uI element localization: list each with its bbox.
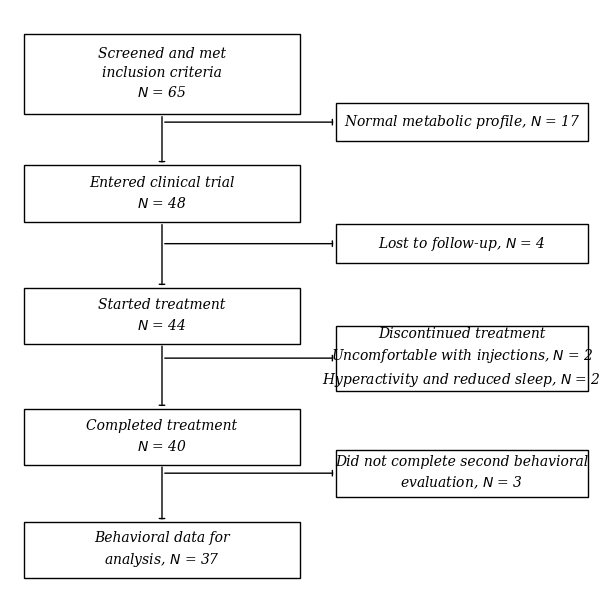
Bar bbox=[336, 450, 588, 497]
Text: Entered clinical trial
$N$ = 48: Entered clinical trial $N$ = 48 bbox=[89, 176, 235, 211]
Text: Normal metabolic profile, $N$ = 17: Normal metabolic profile, $N$ = 17 bbox=[344, 113, 580, 131]
Bar bbox=[24, 166, 300, 221]
Bar bbox=[24, 287, 300, 343]
Bar bbox=[336, 326, 588, 391]
Bar bbox=[24, 522, 300, 578]
Text: Behavioral data for
analysis, $N$ = 37: Behavioral data for analysis, $N$ = 37 bbox=[94, 531, 230, 569]
Bar bbox=[336, 103, 588, 141]
Text: Discontinued treatment
Uncomfortable with injections, $N$ = 2
Hyperactivity and : Discontinued treatment Uncomfortable wit… bbox=[322, 327, 600, 389]
Bar bbox=[24, 408, 300, 465]
Bar bbox=[336, 225, 588, 263]
Text: Completed treatment
$N$ = 40: Completed treatment $N$ = 40 bbox=[86, 419, 238, 454]
Text: Started treatment
$N$ = 44: Started treatment $N$ = 44 bbox=[98, 299, 226, 333]
Text: Lost to follow-up, $N$ = 4: Lost to follow-up, $N$ = 4 bbox=[378, 235, 546, 253]
Text: Did not complete second behavioral
evaluation, $N$ = 3: Did not complete second behavioral evalu… bbox=[335, 455, 589, 491]
Bar bbox=[24, 34, 300, 113]
Text: Screened and met
inclusion criteria
$N$ = 65: Screened and met inclusion criteria $N$ … bbox=[98, 47, 226, 100]
